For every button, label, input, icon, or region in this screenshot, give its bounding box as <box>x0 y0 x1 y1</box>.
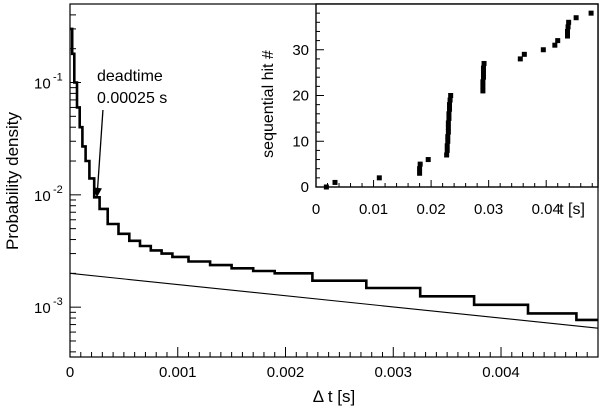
main-y-axis-label: Probability density <box>3 112 22 250</box>
inset-data-point <box>480 88 486 94</box>
inset-data-point <box>552 42 558 48</box>
inset-data-point <box>481 60 487 66</box>
inset-data-point <box>588 10 594 16</box>
inset-y-tick-label: 20 <box>292 88 309 105</box>
inset-axis-ticks: 0 0.01 0.02 0.03 0.04 0 10 20 30 <box>292 3 593 218</box>
inset-y-tick-label: 30 <box>292 42 309 59</box>
inset-data-point <box>425 157 431 163</box>
inset-data-point <box>480 74 486 80</box>
main-y-tick-label: 10 <box>34 188 51 205</box>
inset-data-point <box>332 179 338 185</box>
inset-data-point <box>444 143 450 149</box>
main-y-tick-exponent: -2 <box>53 184 63 196</box>
inset-data-point <box>445 125 451 131</box>
main-x-tick-label: 0.003 <box>374 364 412 381</box>
inset-points-group <box>323 10 594 190</box>
inset-data-point <box>480 83 486 89</box>
inset-data-point <box>566 19 572 25</box>
inset-data-point <box>446 111 452 117</box>
inset-data-point <box>564 28 570 34</box>
main-x-tick-label: 0 <box>66 364 74 381</box>
inset-y-axis-label: sequential hit # <box>260 50 277 158</box>
main-x-axis-label: Δ t [s] <box>313 387 356 406</box>
main-y-tick-exponent: -3 <box>53 296 63 308</box>
inset-y-tick-label: 10 <box>292 133 309 150</box>
inset-data-point <box>480 65 486 71</box>
inset-x-tick-label: 0.04 <box>532 201 561 218</box>
inset-data-point <box>376 175 382 181</box>
annotation-arrow-line <box>96 109 104 190</box>
annotation-deadtime-value: 0.00025 s <box>97 90 167 107</box>
inset-x-tick-label: 0.03 <box>474 201 503 218</box>
annotation-arrow-head <box>92 187 102 198</box>
inset-data-point <box>447 97 453 103</box>
inset-data-point <box>445 138 451 144</box>
inset-x-tick-label: 0.01 <box>359 201 388 218</box>
inset-plot-frame <box>315 3 599 188</box>
inset-data-point <box>445 134 451 140</box>
inset-data-point <box>417 166 423 172</box>
inset-data-point <box>540 47 546 53</box>
main-x-tick-label: 0.001 <box>159 364 197 381</box>
inset-data-point <box>521 51 527 57</box>
inset-data-point <box>445 129 451 135</box>
inset-x-tick-label: 0.02 <box>417 201 446 218</box>
inset-data-point <box>447 106 453 112</box>
main-series-group <box>69 27 599 329</box>
main-x-tick-label: 0.004 <box>482 364 520 381</box>
annotation-deadtime-label: deadtime <box>97 68 163 85</box>
main-y-tick-label: 10 <box>34 300 51 317</box>
inset-data-point <box>417 161 423 167</box>
inset-data-point <box>517 56 523 62</box>
main-y-tick-exponent: -1 <box>53 72 63 84</box>
inset-data-point <box>445 120 451 126</box>
main-x-tick-label: 0.002 <box>267 364 305 381</box>
main-y-tick-label: 10 <box>34 76 51 93</box>
inset-y-tick-label: 0 <box>301 179 309 196</box>
inset-data-point <box>444 147 450 153</box>
inset-data-point <box>323 184 329 190</box>
histogram-series <box>70 27 598 322</box>
inset-data-point <box>480 79 486 85</box>
inset-data-point <box>447 102 453 108</box>
inset-data-point <box>444 152 450 158</box>
inset-data-point <box>448 93 454 98</box>
inset-data-point <box>446 115 452 121</box>
inset-data-point <box>555 38 561 44</box>
inset-data-point <box>573 15 579 21</box>
inset-data-point <box>564 33 570 39</box>
inset-x-axis-label: t [s] <box>559 201 585 218</box>
exponential-fit-line <box>69 272 599 329</box>
inset-x-tick-label: 0 <box>312 201 320 218</box>
inset-data-point <box>565 24 571 30</box>
inset-data-point <box>480 70 486 76</box>
inset-data-point <box>417 170 423 176</box>
